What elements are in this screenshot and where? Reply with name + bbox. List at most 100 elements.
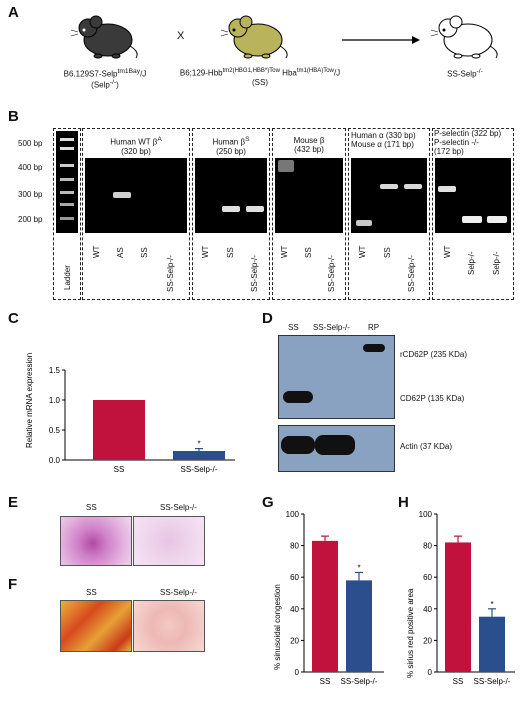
group-pselectin-frame bbox=[432, 128, 514, 300]
lane-label: Selp-/- bbox=[492, 251, 501, 275]
y-tick-label: 0.0 bbox=[49, 456, 61, 465]
y-tick-label: 40 bbox=[290, 605, 299, 614]
histology-sirius-ss-selp-image bbox=[133, 600, 205, 652]
panel-label-d: D bbox=[262, 310, 273, 327]
y-tick-label: 1.0 bbox=[49, 396, 61, 405]
bar bbox=[445, 542, 471, 672]
blot-lane-rp: RP bbox=[368, 323, 380, 332]
mouse3-genotype: SS-Selp-/- bbox=[447, 68, 483, 79]
group-human-beta-s-frame bbox=[192, 128, 270, 300]
histology-he-ss-image bbox=[60, 516, 132, 566]
histology-sirius-ss-image bbox=[60, 600, 132, 652]
mouse-icon-ss-selp bbox=[430, 15, 498, 59]
y-tick-label: 20 bbox=[423, 636, 432, 645]
mouse2-genotype: B6;129-Hbbtm2(HBG1,HBB*)Tow Hbatm1(HBA)T… bbox=[179, 68, 341, 87]
x-category-label: SS bbox=[320, 677, 331, 686]
significance-star: * bbox=[357, 563, 360, 572]
group-mouse-beta-frame bbox=[272, 128, 346, 300]
y-tick-label: 40 bbox=[423, 605, 432, 614]
group-alpha-title: Human α (330 bp) Mouse α (171 bp) bbox=[351, 131, 416, 149]
western-blot-cd62p bbox=[278, 335, 395, 419]
y-tick-label: 1.5 bbox=[49, 366, 61, 375]
panel-label-f: F bbox=[8, 576, 18, 593]
lane-label: SS-Selp-/- bbox=[327, 255, 336, 292]
y-tick-label: 0 bbox=[295, 668, 300, 677]
y-tick-label: 80 bbox=[423, 542, 432, 551]
histology-f-label-ss-selp: SS-Selp-/- bbox=[160, 588, 197, 597]
chart-h-sirius: % sirius red positive area 0 20 40 60 80 100 S… bbox=[406, 510, 515, 686]
marker-200bp: 200 bp bbox=[18, 215, 43, 224]
y-tick-label: 80 bbox=[290, 542, 299, 551]
significance-star: * bbox=[197, 440, 200, 449]
group-human-wt-beta-frame bbox=[82, 128, 190, 300]
y-tick-label: 100 bbox=[286, 510, 300, 519]
group-mouse-beta-title: Mouse β (432 bp) bbox=[293, 136, 325, 154]
x-category-label: SS-Selp-/- bbox=[474, 677, 511, 686]
x-category-label: SS-Selp-/- bbox=[341, 677, 378, 686]
chart-g-ylabel: % sinusoidal congestion bbox=[273, 584, 282, 670]
bar bbox=[173, 451, 225, 460]
group-human-beta-s-title: Human βS (250 bp) bbox=[212, 136, 250, 156]
gel-mouse-beta bbox=[275, 158, 343, 233]
ladder-gel bbox=[56, 131, 78, 233]
histology-he-ss-selp-image bbox=[133, 516, 205, 566]
blot-label-actin: Actin (37 KDa) bbox=[400, 442, 453, 451]
lane-label: WT bbox=[92, 245, 101, 258]
gel-human-wt-beta bbox=[85, 158, 187, 233]
lane-label: Selp-/- bbox=[467, 251, 476, 275]
lane-label: SS bbox=[304, 247, 313, 258]
group-pselectin-title: P-selectin (322 bp) P-selectin -/- (172 … bbox=[434, 129, 502, 156]
panel-label-c: C bbox=[8, 310, 19, 327]
arrow-right-icon bbox=[342, 36, 420, 44]
bar bbox=[479, 616, 505, 672]
x-category-label: SS bbox=[114, 465, 125, 474]
blot-lane-ss: SS bbox=[288, 323, 299, 332]
lane-label: WT bbox=[201, 245, 210, 258]
chart-c-mrna: Relative mRNA expression 0.0 0.5 1.0 1.5 SS *… bbox=[25, 353, 235, 474]
chart-c-ylabel: Relative mRNA expression bbox=[25, 353, 34, 448]
blot-label-rcd62p: rCD62P (235 KDa) bbox=[400, 350, 467, 359]
y-tick-label: 60 bbox=[290, 573, 299, 582]
lane-label: WT bbox=[443, 245, 452, 258]
bar bbox=[346, 580, 372, 672]
group-alpha-frame bbox=[348, 128, 430, 300]
lane-label: WT bbox=[280, 245, 289, 258]
panel-label-h: H bbox=[398, 494, 409, 511]
y-tick-label: 0 bbox=[428, 668, 433, 677]
gel-human-beta-s bbox=[195, 158, 267, 233]
lane-label: SS-Selp-/- bbox=[166, 255, 175, 292]
panel-label-a: A bbox=[8, 4, 19, 21]
lane-label: SS bbox=[383, 247, 392, 258]
chart-h-ylabel: % sirius red positive area bbox=[406, 588, 415, 678]
y-tick-label: 0.5 bbox=[49, 426, 61, 435]
bar bbox=[93, 400, 145, 460]
x-category-label: SS-Selp-/- bbox=[181, 465, 218, 474]
panel-label-g: G bbox=[262, 494, 274, 511]
marker-300bp: 300 bp bbox=[18, 190, 43, 199]
marker-500bp: 500 bp bbox=[18, 139, 43, 148]
lane-label-ladder: Ladder bbox=[63, 265, 72, 290]
histology-e-label-ss-selp: SS-Selp-/- bbox=[160, 503, 197, 512]
mouse-icon-ss bbox=[220, 15, 288, 59]
bar bbox=[312, 540, 338, 672]
gel-pselectin bbox=[435, 158, 511, 233]
lane-label: SS-Selp-/- bbox=[407, 255, 416, 292]
chart-g-congestion: % sinusoidal congestion 0 20 40 60 80 100 SS * S… bbox=[273, 510, 384, 686]
significance-star: * bbox=[490, 600, 493, 609]
blot-lane-ss-selp: SS-Selp-/- bbox=[313, 323, 350, 332]
lane-label: SS-Selp-/- bbox=[250, 255, 259, 292]
lane-label: WT bbox=[358, 245, 367, 258]
y-tick-label: 60 bbox=[423, 573, 432, 582]
histology-f-label-ss: SS bbox=[86, 588, 97, 597]
gel-alpha bbox=[351, 158, 427, 233]
mouse-icon-selp bbox=[70, 15, 138, 59]
group-human-wt-beta-title: Human WT βA (320 bp) bbox=[110, 136, 162, 156]
blot-label-cd62p: CD62P (135 KDa) bbox=[400, 394, 465, 403]
lane-label: SS bbox=[140, 247, 149, 258]
y-tick-label: 20 bbox=[290, 636, 299, 645]
y-tick-label: 100 bbox=[419, 510, 433, 519]
x-category-label: SS bbox=[453, 677, 464, 686]
western-blot-actin bbox=[278, 425, 395, 472]
panel-label-b: B bbox=[8, 108, 19, 125]
panel-label-e: E bbox=[8, 494, 19, 511]
